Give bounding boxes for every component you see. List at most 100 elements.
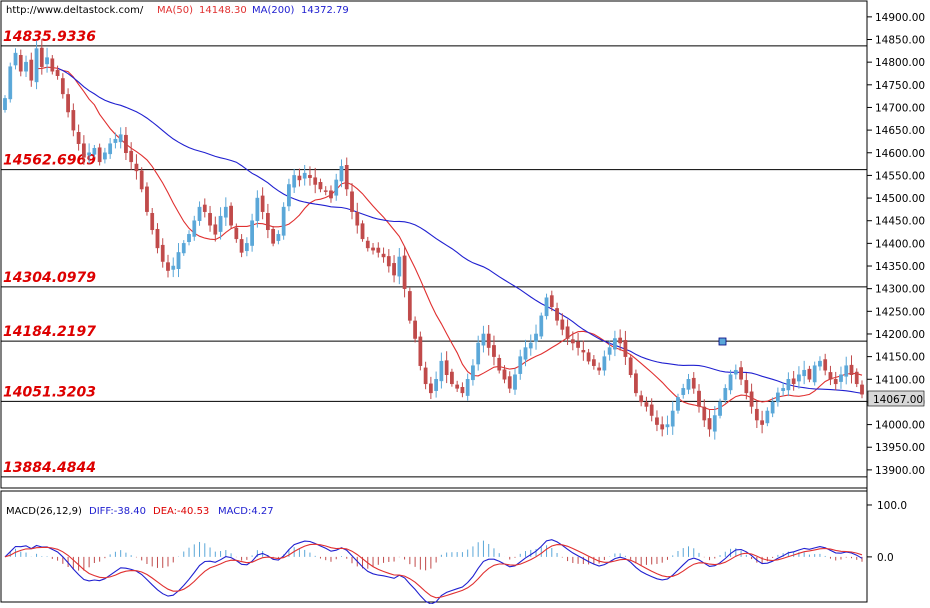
candle-body	[229, 205, 233, 226]
source-url[interactable]: http://www.deltastock.com/	[6, 5, 144, 16]
candle-body	[507, 376, 512, 389]
candle-body	[665, 424, 670, 428]
candle-body	[818, 360, 822, 367]
candle-body	[471, 365, 475, 381]
price-tick-label: 14000.00	[875, 420, 925, 432]
candle-body	[87, 152, 92, 156]
candle-body	[770, 401, 775, 414]
price-tick-label: 14850.00	[875, 35, 925, 47]
candle-body	[602, 356, 607, 371]
candle-body	[502, 369, 507, 380]
candle-body	[639, 395, 644, 403]
candle-body	[39, 47, 44, 67]
candle-body	[50, 58, 55, 72]
candle-body	[728, 374, 733, 391]
candle-body	[539, 315, 544, 337]
price-tick-label: 14800.00	[875, 57, 925, 69]
candle-body	[260, 195, 265, 212]
candle-body	[739, 367, 743, 380]
ma50-label: MA(50)	[157, 5, 193, 16]
macd-dea: DEA:-40.53	[153, 506, 209, 517]
candle-body	[439, 360, 444, 382]
candle-body	[860, 384, 864, 395]
candle-body	[381, 253, 386, 258]
level-label: 14184.2197	[3, 324, 96, 340]
price-tick-label: 14300.00	[875, 284, 925, 296]
candle-body	[150, 213, 155, 231]
candle-body	[660, 424, 665, 430]
candle-body	[276, 234, 281, 241]
candle-body	[565, 326, 570, 339]
ma50-line	[36, 66, 863, 411]
candle-body	[497, 358, 502, 371]
price-tick-label: 13900.00	[875, 465, 925, 477]
candle-body	[786, 379, 791, 391]
candle-body	[13, 52, 18, 66]
candle-body	[586, 352, 591, 362]
candle-body	[681, 388, 686, 395]
candle-body	[423, 367, 428, 385]
candle-body	[591, 359, 596, 366]
candle-body	[386, 256, 391, 267]
candle-body	[97, 147, 102, 163]
candle-body	[302, 172, 307, 179]
candle-body	[181, 243, 186, 254]
level-label: 14051.3203	[3, 384, 96, 400]
candle-body	[218, 215, 223, 232]
price-tick-label: 14650.00	[875, 125, 925, 137]
candle-body	[733, 369, 738, 375]
candle-body	[397, 256, 402, 277]
candle-body	[518, 356, 523, 374]
price-tick-label: 14250.00	[875, 306, 925, 318]
candle-body	[339, 166, 344, 182]
candle-body	[308, 175, 312, 178]
candle-body	[18, 55, 23, 72]
candle-body	[465, 379, 470, 396]
price-tick-label: 14900.00	[875, 12, 925, 24]
macd-diff: DIFF:-38.40	[89, 506, 146, 517]
candle-body	[513, 374, 517, 390]
macd-diff-line	[4, 539, 863, 605]
candle-body	[476, 342, 481, 365]
candle-body	[791, 378, 796, 385]
candle-body	[697, 390, 701, 407]
candle-body	[560, 319, 565, 330]
candle-body	[160, 244, 165, 262]
candle-body	[418, 336, 423, 366]
candle-body	[355, 211, 360, 226]
candle-body	[849, 364, 854, 375]
candle-body	[66, 94, 70, 113]
candle-body	[618, 337, 623, 344]
candle-body	[8, 66, 13, 100]
current-price-box	[867, 390, 925, 407]
candle-body	[376, 247, 381, 253]
candle-body	[255, 197, 260, 221]
candle-body	[812, 365, 817, 383]
price-axis: 13900.0013950.0014000.0014050.0014100.00…	[867, 12, 925, 477]
candle-body	[234, 227, 239, 240]
price-tick-label: 14350.00	[875, 261, 925, 273]
candle-body	[702, 406, 707, 421]
candle-body	[118, 134, 123, 143]
level-handle[interactable]	[718, 337, 727, 346]
level-label: 14304.0979	[3, 270, 96, 286]
candle-body	[392, 263, 396, 276]
candle-body	[428, 383, 433, 394]
price-tick-label: 14500.00	[875, 193, 925, 205]
candle-body	[833, 379, 838, 385]
price-tick-label: 14400.00	[875, 238, 925, 250]
candle-body	[828, 372, 833, 380]
candle-body	[24, 61, 28, 72]
candle-body	[544, 297, 549, 317]
candle-body	[765, 410, 770, 424]
candle-body	[223, 206, 228, 218]
moving-averages	[36, 66, 863, 411]
macd-panel-frame	[0, 490, 868, 603]
price-tick-label: 14600.00	[875, 148, 925, 160]
candle-body	[760, 420, 764, 425]
candle-body	[807, 368, 812, 380]
candle-body	[344, 165, 349, 190]
macd-tick-label: 100.0	[877, 500, 907, 512]
